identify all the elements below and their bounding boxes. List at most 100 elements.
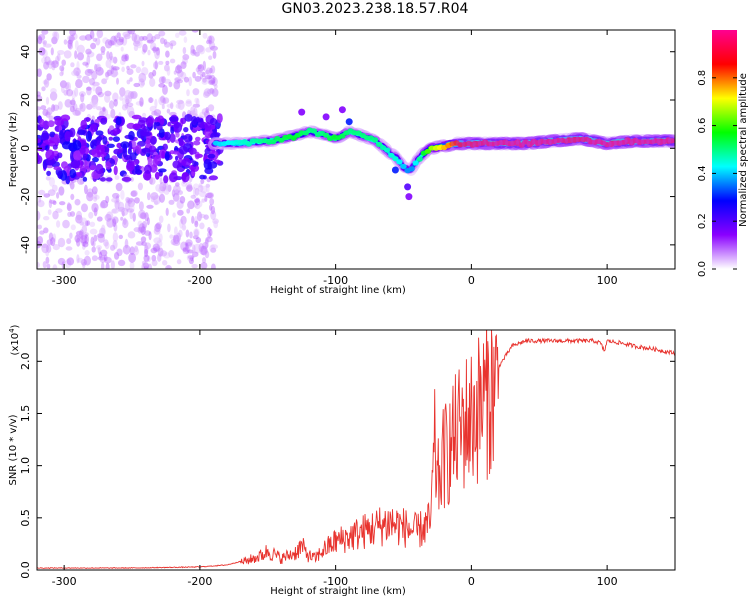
noise-blob [210,247,217,253]
noise-blob [148,231,152,241]
noise-blob [168,116,179,122]
ridge-envelope [526,135,541,150]
noise-blob [79,103,84,110]
noise-blob [193,201,199,208]
noise-blob [173,70,177,75]
noise-blob [208,41,216,50]
noise-blob [108,56,116,63]
noise-blob [121,53,128,60]
noise-blob [52,200,57,205]
noise-blob [199,245,207,255]
noise-blob [191,116,198,126]
noise-blob [134,245,139,253]
noise-blob [191,263,198,269]
noise-blob [59,65,65,72]
noise-blob [86,188,94,198]
noise-blob [41,86,46,92]
noise-blob [167,223,171,233]
ridge-spike [391,166,399,174]
noise-blob [66,238,72,245]
noise-blob [91,94,99,105]
noise-blob [205,69,210,75]
noise-blob [177,209,184,216]
noise-blob [112,239,118,250]
noise-blob [190,44,195,54]
noise-blob [97,233,105,243]
noise-blob [181,172,190,183]
noise-blob [90,123,98,133]
noise-blob [46,61,54,66]
noise-blob [202,32,208,39]
ridge-envelope [597,136,612,150]
noise-blob [146,217,150,226]
noise-blob [158,96,166,106]
top-plot-frame [36,29,676,270]
noise-blob [66,89,74,97]
noise-blob [39,118,45,128]
noise-blob [154,49,161,60]
noise-blob [80,102,86,113]
noise-blob [106,143,115,148]
noise-blob [92,157,99,163]
noise-blob [185,181,193,190]
noise-blob [74,198,81,206]
noise-blob [138,223,147,233]
noise-blob [47,120,55,128]
noise-blob [165,182,169,192]
noise-blob [140,236,147,243]
noise-blob [208,228,213,237]
top-xtick-label: -300 [52,274,77,287]
noise-blob [98,251,103,259]
noise-blob [130,91,138,99]
noise-blob [149,77,156,87]
noise-blob [65,246,73,251]
noise-blob [116,38,124,46]
ridge-blob [270,139,277,145]
noise-blob [113,99,118,107]
noise-blob [154,223,161,233]
noise-blob [72,103,78,112]
noise-blob [176,79,183,84]
noise-blob [45,96,50,105]
noise-blob [70,62,75,68]
noise-blob [133,44,139,52]
noise-blob [104,241,110,250]
ridge-envelope [646,134,661,149]
noise-blob [37,155,43,164]
noise-blob [216,113,223,124]
ridge-blob [514,139,521,145]
noise-blob [139,97,144,107]
noise-blob [207,231,212,239]
noise-blob [120,141,130,149]
noise-blob [91,246,96,253]
noise-blob [124,89,132,100]
noise-blob [48,198,53,209]
noise-blob [69,105,75,113]
noise-blob [76,44,85,54]
noise-blob [144,242,152,250]
noise-blob [62,219,70,229]
noise-blob [127,91,135,100]
noise-blob [195,67,200,73]
noise-blob [182,54,190,61]
noise-blob [127,199,133,204]
noise-blob [95,37,101,46]
noise-blobs [37,30,224,269]
noise-blob [194,97,199,104]
noise-blob [50,47,54,56]
noise-blob [38,195,42,203]
noise-blob [135,144,142,155]
bottom-plot-frame [36,329,676,571]
noise-blob [186,184,193,192]
noise-blob [210,210,217,221]
noise-blob [147,157,153,167]
noise-blob [100,117,108,125]
noise-blob [92,81,100,87]
noise-blob [158,83,166,88]
noise-blob [37,94,43,102]
noise-blob [193,228,200,238]
noise-blob [86,86,92,91]
noise-blob [158,30,166,37]
noise-blob [173,184,181,194]
noise-blob [130,190,137,197]
